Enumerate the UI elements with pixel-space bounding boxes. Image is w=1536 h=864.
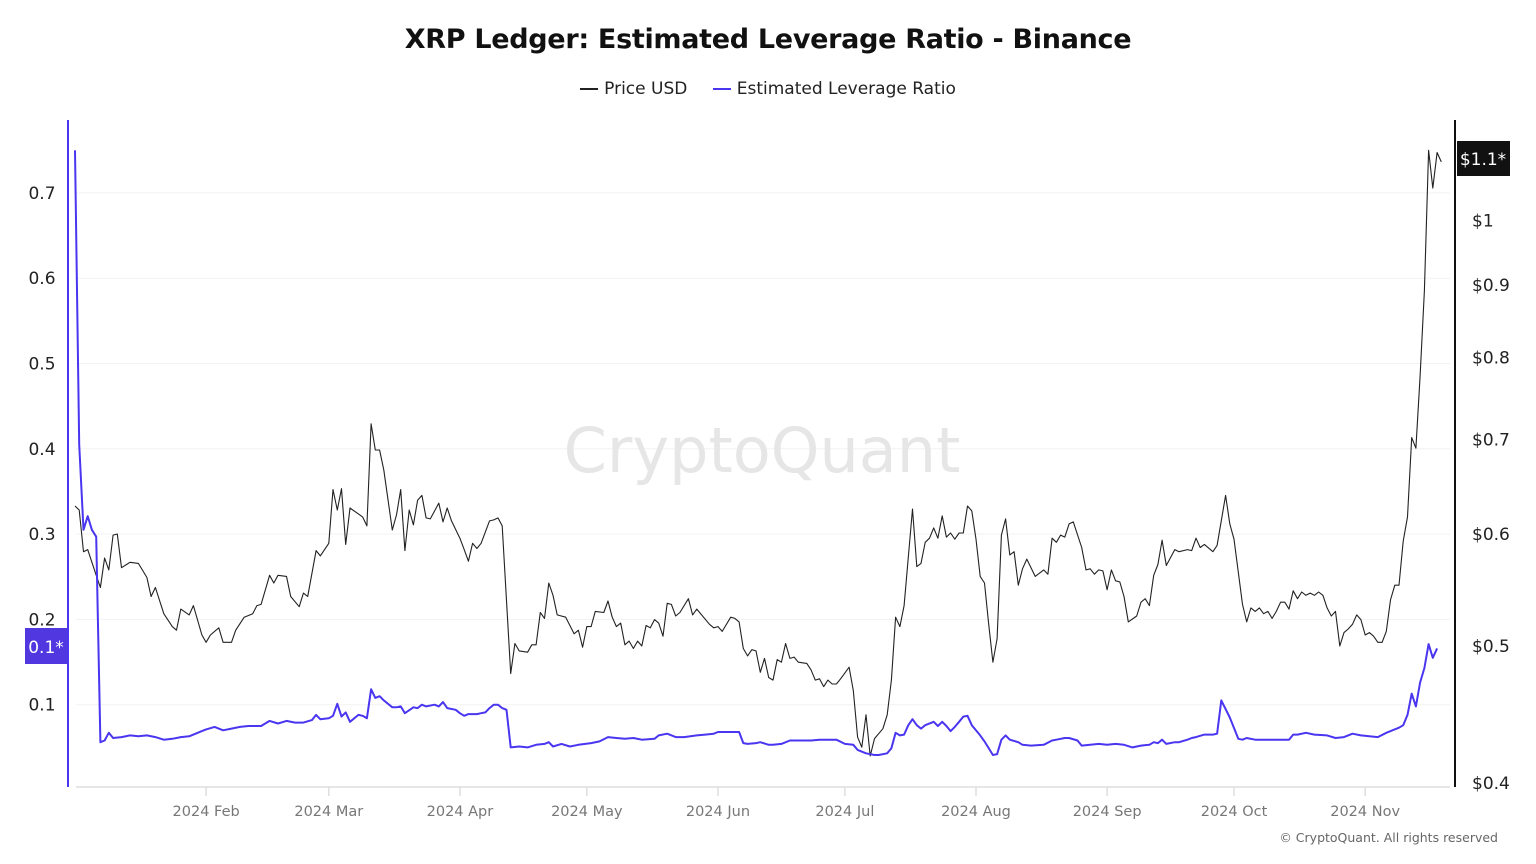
right-tick-label: $0.5: [1472, 637, 1510, 657]
x-tick-label: 2024 Mar: [294, 804, 363, 820]
legend-item-leverage[interactable]: Estimated Leverage Ratio: [712, 79, 956, 99]
x-tick-label: 2024 Jun: [686, 804, 750, 820]
left-tick-label: 0.7: [28, 184, 55, 204]
legend-item-price[interactable]: Price USD: [580, 79, 687, 99]
left-tick-label: 0.2: [28, 610, 55, 630]
left-current-badge: [25, 628, 67, 664]
x-tick-label: 2024 Aug: [941, 804, 1011, 820]
legend-label-leverage: Estimated Leverage Ratio: [736, 79, 956, 99]
price-usd-line: [74, 149, 1442, 757]
x-tick-label: 2024 Feb: [173, 804, 240, 820]
watermark: CryptoQuant: [564, 414, 961, 487]
legend-label-price: Price USD: [604, 79, 688, 99]
chart-title: XRP Ledger: Estimated Leverage Ratio - B…: [404, 24, 1132, 55]
x-tick-label: 2024 Jul: [815, 804, 874, 820]
x-tick-label: 2024 Apr: [427, 804, 494, 820]
legend-swatch-price: [580, 88, 599, 90]
copyright: © CryptoQuant. All rights reserved: [1279, 830, 1498, 845]
leverage-ratio-line: [74, 150, 1439, 756]
right-tick-label: $0.9: [1472, 276, 1510, 296]
right-current-label: $1.1*: [1460, 150, 1506, 170]
x-tick-label: 2024 May: [551, 804, 623, 820]
x-tick-label: 2024 Nov: [1330, 804, 1400, 820]
left-tick-label: 0.1: [28, 696, 55, 716]
right-tick-label: $1: [1472, 211, 1494, 231]
right-current-badge: [1457, 141, 1510, 176]
x-tick-label: 2024 Sep: [1073, 804, 1142, 820]
left-tick-label: 0.4: [28, 440, 55, 460]
left-tick-label: 0.6: [28, 269, 55, 289]
x-tick-label: 2024 Oct: [1201, 804, 1268, 820]
right-tick-label: $0.7: [1472, 430, 1510, 450]
right-tick-label: $0.8: [1472, 348, 1510, 368]
legend: Price USD Estimated Leverage Ratio: [0, 75, 1536, 99]
right-tick-label: $0.6: [1472, 525, 1510, 545]
left-tick-label: 0.5: [28, 355, 55, 375]
legend-swatch-leverage: [712, 88, 731, 90]
right-tick-label: $0.4: [1472, 774, 1510, 794]
left-current-label: 0.1*: [28, 638, 64, 658]
left-tick-label: 0.3: [28, 525, 55, 545]
